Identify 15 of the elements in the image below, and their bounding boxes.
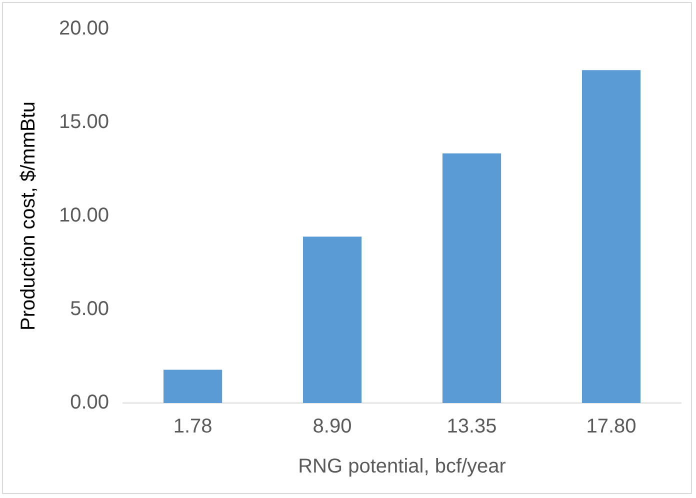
x-tick-label: 17.80 — [586, 416, 636, 438]
x-tick-label: 1.78 — [173, 416, 212, 438]
y-tick-label: 0.00 — [70, 392, 110, 414]
y-tick-label: 15.00 — [58, 111, 110, 134]
y-tick-label: 5.00 — [70, 298, 110, 320]
y-axis-title: Production cost, $/mmBtu — [18, 102, 40, 330]
y-tick-label: 20.00 — [58, 18, 110, 40]
bar — [582, 70, 641, 403]
y-tick-label: 10.00 — [58, 204, 110, 227]
bar — [164, 370, 222, 403]
bar — [442, 153, 502, 403]
x-axis-title: RNG potential, bcf/year — [298, 456, 506, 478]
x-tick-label: 8.90 — [312, 416, 352, 438]
bar — [302, 236, 362, 403]
x-tick-label: 13.35 — [446, 416, 497, 438]
